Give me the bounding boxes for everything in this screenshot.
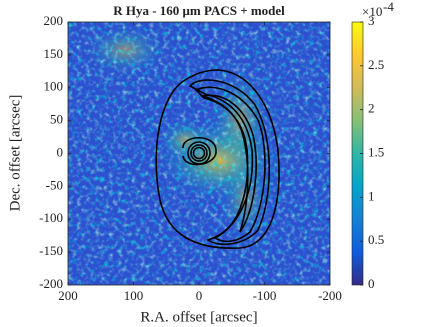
y-axis-label: Dec. offset [arcsec]: [7, 95, 23, 212]
y-tick-label: -150: [39, 243, 63, 258]
model-contours: [155, 69, 280, 249]
colorbar-scale-base: ×10: [362, 4, 382, 19]
colorbar-tick-label: 1.5: [368, 144, 384, 159]
x-tick-label: -200: [318, 288, 342, 303]
colorbar-tick-label: 2.5: [368, 57, 384, 72]
x-axis-label: R.A. offset [arcsec]: [140, 309, 257, 325]
colorbar-tick-label: 0.5: [368, 232, 384, 247]
x-tick-label: 100: [124, 288, 144, 303]
x-tick-label: 200: [58, 288, 78, 303]
y-tick-label: 100: [44, 79, 64, 94]
y-tick-label: -100: [39, 210, 63, 225]
y-tick-label: 50: [50, 112, 63, 127]
y-tick-label: -50: [46, 177, 63, 192]
colorbar-tick-label: 3: [368, 13, 375, 28]
x-tick-label: 0: [196, 288, 203, 303]
y-tick-label: 0: [57, 144, 64, 159]
y-tick-label: 200: [44, 13, 64, 28]
colorbar-tick-label: 0: [368, 276, 375, 291]
heatmap-image: [68, 22, 330, 285]
colorbar-scale-exponent: -4: [383, 0, 394, 14]
y-tick-label: 150: [44, 46, 64, 61]
y-tick-label: -200: [39, 276, 63, 291]
colorbar-tick-label: 1: [368, 188, 375, 203]
colorbar-tick-label: 2: [368, 101, 375, 116]
chart-title: R Hya - 160 μm PACS + model: [113, 3, 285, 18]
x-tick-label: -100: [253, 288, 277, 303]
